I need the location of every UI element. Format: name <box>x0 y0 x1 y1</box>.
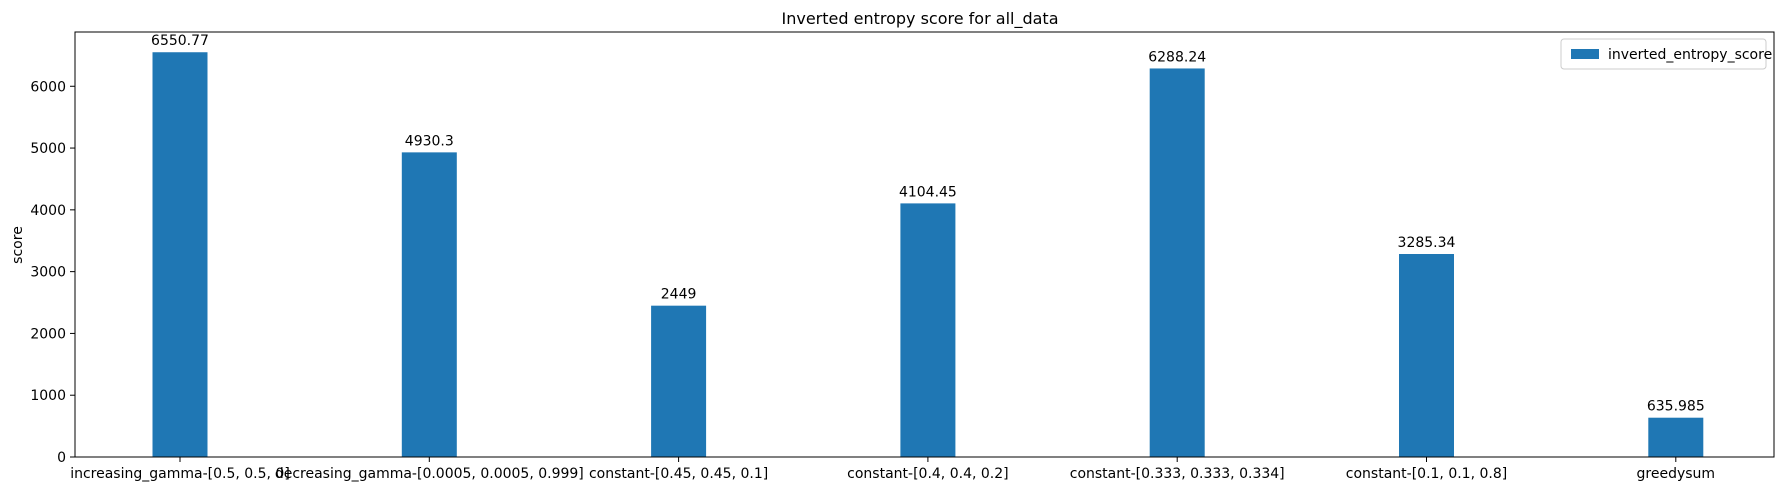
x-tick-label: constant-[0.333, 0.333, 0.334] <box>1070 466 1285 482</box>
y-tick-label: 2000 <box>30 326 66 342</box>
y-axis-label: score <box>10 226 26 264</box>
legend: inverted_entropy_score <box>1560 38 1772 70</box>
bar <box>401 152 457 457</box>
x-tick-label: decreasing_gamma-[0.0005, 0.0005, 0.999] <box>275 466 584 482</box>
chart-title: Inverted entropy score for all_data <box>782 9 1059 29</box>
data-label: 3285.34 <box>1398 235 1456 251</box>
bar <box>1149 68 1205 458</box>
data-label: 6288.24 <box>1148 49 1206 65</box>
axes-frame <box>74 31 1775 458</box>
x-tick-label: constant-[0.45, 0.45, 0.1] <box>589 466 768 482</box>
y-tick-label: 4000 <box>30 203 66 219</box>
y-tick-label: 6000 <box>30 79 66 95</box>
y-tick-label: 0 <box>57 450 66 466</box>
y-tick-label: 5000 <box>30 141 66 157</box>
data-label: 635.985 <box>1647 399 1705 415</box>
plot-area: 0 1000 2000 3000 4000 5000 6000 6550.77 increasi… <box>30 31 1775 482</box>
y-tick-label: 1000 <box>30 388 66 404</box>
bar <box>1399 254 1454 457</box>
x-tick-label: constant-[0.4, 0.4, 0.2] <box>847 466 1008 482</box>
data-label: 4930.3 <box>405 133 454 149</box>
legend-label: inverted_entropy_score <box>1608 47 1772 63</box>
legend-swatch <box>1571 49 1599 59</box>
data-label: 4104.45 <box>899 184 957 200</box>
legend-box <box>1560 38 1767 70</box>
x-tick-label: increasing_gamma-[0.5, 0.5, 0] <box>70 466 290 482</box>
y-tick-label: 3000 <box>30 265 66 281</box>
x-tick-label: greedysum <box>1637 466 1716 482</box>
x-tick-label: constant-[0.1, 0.1, 0.8] <box>1346 466 1507 482</box>
data-label: 2449 <box>661 287 697 303</box>
bar <box>152 52 208 457</box>
bar <box>1648 417 1704 457</box>
data-label: 6550.77 <box>151 33 209 49</box>
bar <box>900 203 956 457</box>
bar <box>651 305 707 457</box>
